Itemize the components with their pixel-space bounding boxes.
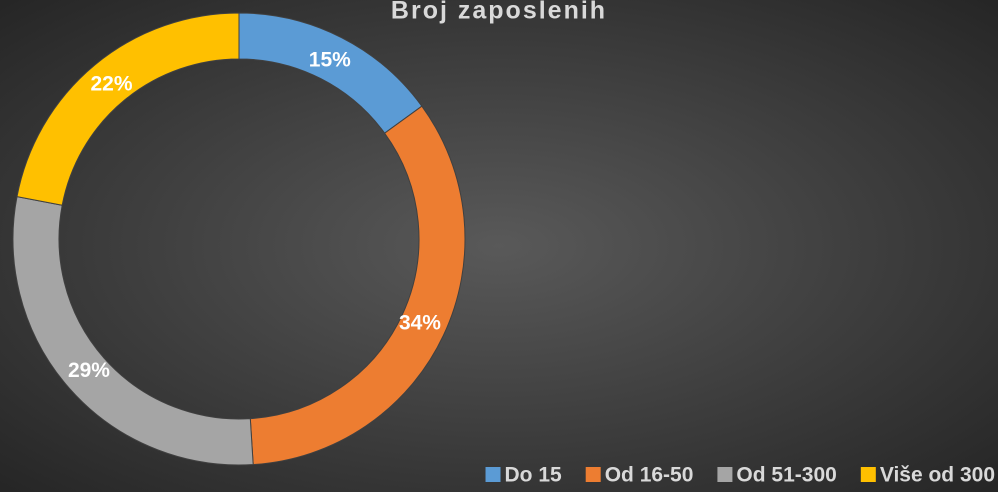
legend-label: Od 16-50 (605, 464, 694, 487)
data-label: 29% (68, 359, 110, 382)
chart-title: Broj zaposlenih (391, 0, 607, 25)
data-label: 22% (90, 72, 132, 95)
legend-label: Od 51-300 (736, 464, 836, 487)
legend-label: Više od 300 (880, 464, 995, 487)
legend-swatch (485, 467, 501, 482)
legend-swatch (585, 467, 601, 482)
legend-label: Do 15 (505, 464, 563, 487)
legend-swatch (860, 467, 876, 482)
data-label: 15% (309, 48, 351, 71)
donut-segment (16, 12, 240, 206)
data-label: 34% (399, 312, 441, 335)
legend-swatch (717, 467, 733, 482)
